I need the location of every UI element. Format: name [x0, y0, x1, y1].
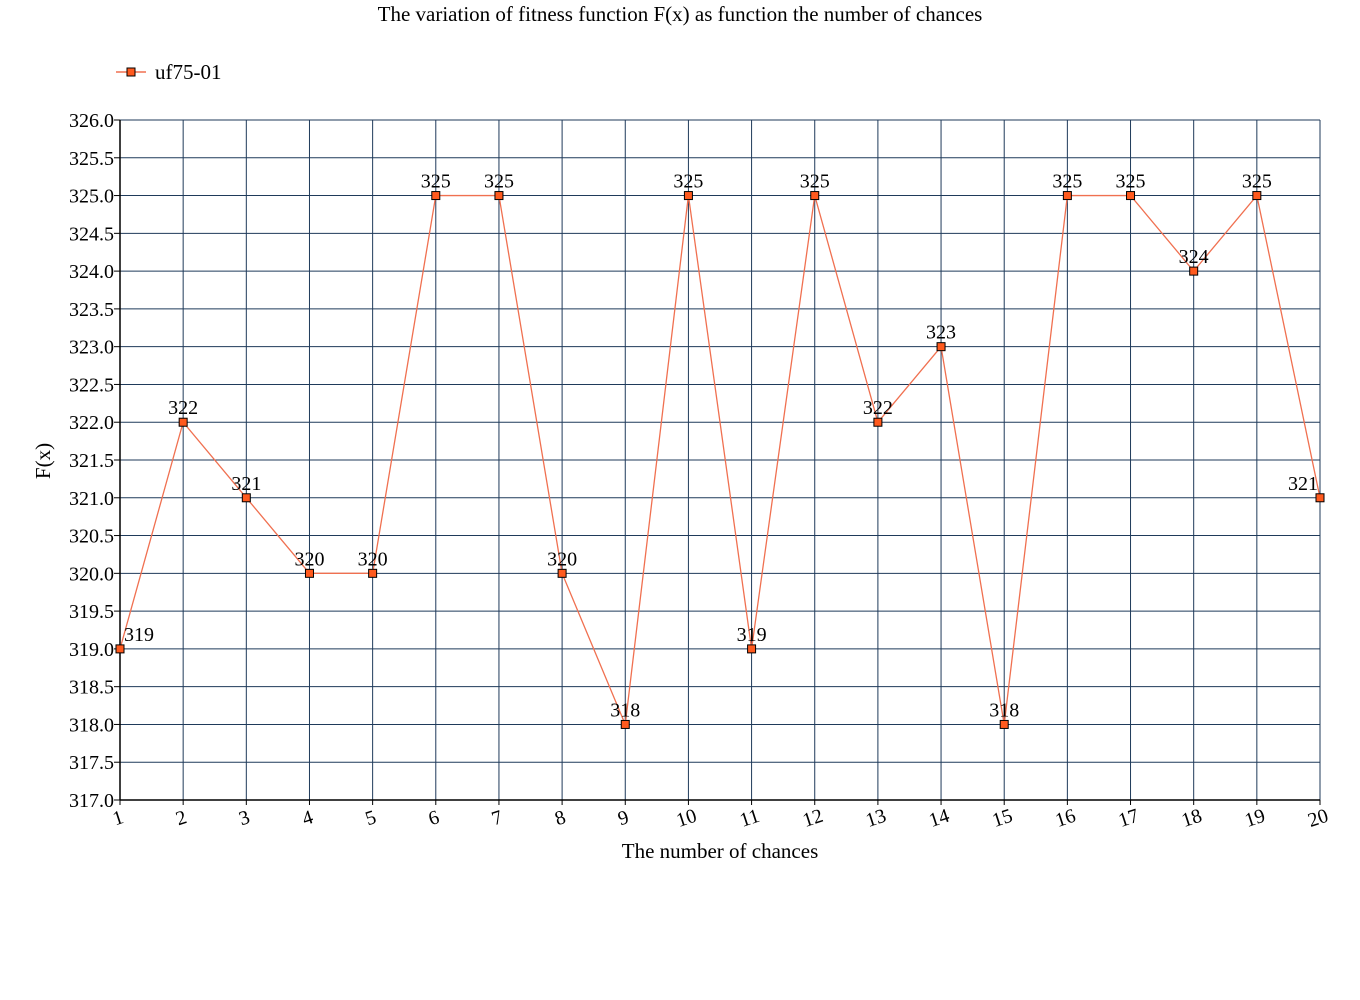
data-point	[115, 644, 125, 654]
data-label: 325	[484, 171, 514, 193]
y-axis-ticks: 317.0 317.5 318.0 318.5 319.0 319.5 320.0 320.5…	[69, 110, 120, 812]
x-tick-label: 3	[236, 806, 252, 830]
legend-series-name: uf75-01	[155, 60, 222, 84]
data-label: 320	[294, 548, 324, 570]
x-tick-label: 14	[926, 805, 952, 832]
y-tick-label: 324.5	[69, 223, 114, 245]
data-point	[683, 191, 693, 201]
data-label: 320	[358, 548, 388, 570]
legend-marker	[126, 67, 136, 77]
y-tick-label: 324.0	[69, 261, 114, 283]
y-tick-label: 319.0	[69, 639, 114, 661]
y-tick-label: 320.5	[69, 526, 114, 548]
y-tick-label: 325.0	[69, 186, 114, 208]
chart-title: The variation of fitness function F(x) a…	[378, 2, 983, 26]
data-point	[999, 719, 1009, 729]
y-tick-label: 321.5	[69, 450, 114, 472]
x-tick-label: 2	[173, 806, 189, 830]
data-point	[1126, 191, 1136, 201]
x-tick-label: 7	[489, 806, 505, 830]
x-tick-label: 5	[363, 806, 379, 830]
legend: uf75-01	[116, 60, 222, 84]
data-label: 325	[421, 171, 451, 193]
data-labels: 319 322 321 320 320 325 325 320 318 325 319 325 322 3…	[124, 171, 1318, 722]
x-tick-label: 9	[615, 806, 631, 830]
series-line	[119, 194, 1321, 727]
data-point	[178, 417, 188, 427]
x-tick-label: 18	[1179, 805, 1205, 832]
x-tick-label: 13	[863, 805, 889, 832]
data-label: 322	[863, 397, 893, 419]
y-tick-label: 318.0	[69, 714, 114, 736]
x-tick-label: 8	[552, 806, 568, 830]
data-label: 324	[1179, 246, 1209, 268]
y-tick-label: 326.0	[69, 110, 114, 132]
data-label: 321	[1288, 473, 1318, 495]
data-label: 325	[1052, 171, 1082, 193]
data-label: 318	[989, 699, 1019, 721]
data-label: 320	[547, 548, 577, 570]
x-tick-label: 4	[299, 806, 315, 830]
x-tick-label: 16	[1053, 805, 1079, 832]
x-tick-label: 15	[989, 805, 1015, 832]
x-axis-ticks: 1 2 3 4 5 6 7 8 9 10 11 12 13 14 15 16 17 18 19 20	[110, 800, 1331, 832]
data-label: 319	[737, 624, 767, 646]
y-tick-label: 317.5	[69, 752, 114, 774]
y-tick-label: 320.0	[69, 563, 114, 585]
x-axis-label: The number of chances	[622, 839, 819, 863]
y-tick-label: 318.5	[69, 677, 114, 699]
data-point	[1062, 191, 1072, 201]
data-point	[1252, 191, 1262, 201]
data-point	[431, 191, 441, 201]
y-tick-label: 321.0	[69, 488, 114, 510]
data-point	[1315, 493, 1325, 503]
y-tick-label: 325.5	[69, 148, 114, 170]
x-tick-label: 19	[1242, 805, 1268, 832]
x-tick-label: 6	[426, 806, 442, 830]
data-point	[304, 568, 314, 578]
data-label: 325	[1242, 171, 1272, 193]
y-tick-label: 322.0	[69, 412, 114, 434]
data-point	[494, 191, 504, 201]
data-label: 322	[168, 397, 198, 419]
y-tick-label: 323.5	[69, 299, 114, 321]
data-label: 325	[1116, 171, 1146, 193]
x-tick-label: 10	[674, 805, 700, 832]
x-tick-label: 17	[1116, 805, 1142, 832]
data-point	[747, 644, 757, 654]
x-tick-label: 20	[1305, 805, 1331, 832]
data-point	[620, 719, 630, 729]
y-tick-label: 319.5	[69, 601, 114, 623]
data-label: 325	[800, 171, 830, 193]
data-point	[810, 191, 820, 201]
data-label: 318	[610, 699, 640, 721]
x-tick-label: 11	[737, 805, 762, 832]
x-tick-label: 1	[110, 806, 126, 830]
data-point	[936, 342, 946, 352]
y-tick-label: 323.0	[69, 337, 114, 359]
axes	[119, 120, 1320, 801]
data-point	[873, 417, 883, 427]
x-tick-label: 12	[800, 805, 826, 832]
data-label: 321	[231, 473, 261, 495]
grid	[119, 119, 1321, 801]
data-label: 323	[926, 322, 956, 344]
data-label: 325	[673, 171, 703, 193]
series-uf75-01	[115, 191, 1325, 729]
data-label: 319	[124, 624, 154, 646]
y-axis-label: F(x)	[31, 443, 55, 479]
y-tick-label: 317.0	[69, 790, 114, 812]
data-point	[1189, 266, 1199, 276]
y-tick-label: 322.5	[69, 374, 114, 396]
data-point	[557, 568, 567, 578]
data-point	[241, 493, 251, 503]
data-point	[368, 568, 378, 578]
